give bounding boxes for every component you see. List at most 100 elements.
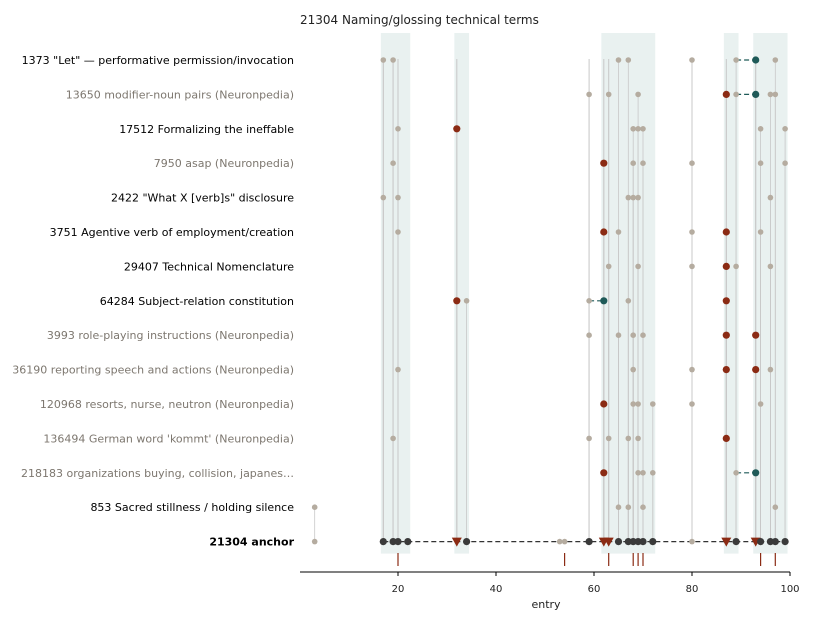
point-3751-94: [757, 229, 764, 235]
row-label-3751: 3751 Agentive verb of employment/creatio…: [50, 226, 294, 239]
row-label-2422: 2422 "What X [verb]s" disclosure: [111, 192, 294, 205]
point-120968-69: [635, 401, 641, 407]
point-13650-87: [722, 90, 730, 98]
point-17512-68: [630, 126, 636, 132]
row-label-218183: 218183 organizations buying, collision, …: [21, 467, 294, 480]
point-64284-59: [586, 298, 592, 304]
data-points: [311, 56, 789, 547]
point-1373-93: [752, 56, 760, 64]
highlight-band-3: [723, 33, 739, 554]
point-21304-22: [404, 538, 412, 546]
point-13650-97: [772, 91, 779, 98]
point-7950-68: [630, 160, 636, 166]
point-3751-80: [689, 229, 695, 235]
point-21304-65: [614, 538, 623, 546]
point-853-3: [311, 504, 318, 511]
row-label-1373: 1373 "Let" — performative permission/inv…: [22, 54, 294, 67]
point-7950-70: [640, 160, 646, 166]
point-120968-68: [630, 401, 636, 407]
point-17512-94: [757, 126, 764, 132]
point-7950-19: [390, 160, 396, 166]
highlight-band-1: [454, 33, 470, 554]
point-3751-62: [600, 228, 608, 236]
point-3993-70: [640, 332, 646, 339]
point-21304-3: [311, 538, 318, 545]
point-21304-87: [721, 537, 732, 547]
point-21304-70: [639, 538, 647, 546]
point-64284-34: [463, 298, 470, 304]
point-3993-87: [722, 331, 730, 339]
row-label-7950: 7950 asap (Neuronpedia): [154, 157, 294, 170]
x-axis-label: entry: [531, 598, 561, 611]
point-3751-87: [722, 228, 730, 236]
point-29407-89: [733, 263, 739, 270]
point-3751-65: [615, 229, 622, 235]
point-21304-20: [394, 538, 402, 546]
point-120968-80: [689, 401, 695, 407]
x-axis: 20 40 60 80 100: [300, 571, 800, 595]
point-21304-94: [757, 538, 765, 546]
point-7950-62: [600, 159, 608, 167]
point-1373-17: [380, 57, 387, 63]
point-17512-32: [453, 125, 461, 133]
point-3993-59: [586, 332, 592, 339]
point-853-97: [772, 504, 779, 511]
point-36190-20: [395, 366, 401, 373]
point-13650-89: [733, 91, 739, 98]
point-1373-19: [390, 57, 396, 63]
point-64284-32: [453, 297, 461, 305]
point-2422-20: [395, 194, 401, 201]
point-29407-96: [767, 263, 774, 270]
point-1373-80: [689, 57, 695, 63]
point-1373-89: [733, 57, 739, 63]
point-29407-80: [689, 263, 695, 270]
point-21304-54: [561, 538, 568, 545]
point-853-65: [615, 504, 622, 511]
point-3993-93: [752, 331, 760, 339]
point-17512-20: [395, 126, 401, 132]
x-tick-label-60: 60: [588, 584, 601, 595]
point-218183-62: [600, 469, 608, 477]
row-label-64284: 64284 Subject-relation constitution: [100, 295, 294, 308]
point-17512-99: [782, 126, 788, 132]
point-21304-97: [771, 538, 779, 546]
point-1373-97: [772, 57, 779, 63]
point-21304-72: [649, 538, 657, 546]
point-21304-59: [585, 538, 593, 546]
point-21304-32: [451, 537, 462, 547]
row-label-136494: 136494 German word 'kommt' (Neuronpedia): [43, 432, 294, 445]
point-1373-65: [615, 57, 622, 63]
point-218183-93: [752, 469, 760, 477]
point-218183-69: [635, 470, 641, 476]
point-120968-62: [600, 400, 608, 408]
x-tick-label-20: 20: [392, 584, 405, 595]
point-64284-87: [722, 297, 730, 305]
point-64284-62: [600, 297, 608, 305]
point-853-70: [640, 504, 646, 511]
row-label-29407: 29407 Technical Nomenclature: [124, 260, 294, 273]
point-136494-87: [722, 434, 730, 442]
point-1373-67: [625, 57, 632, 63]
point-136494-63: [605, 435, 612, 442]
point-21304-99: [781, 538, 789, 546]
point-21304-53: [556, 538, 563, 545]
point-36190-93: [752, 366, 760, 374]
point-21304-34: [463, 538, 471, 546]
point-21304-80: [689, 538, 695, 545]
row-label-36190: 36190 reporting speech and actions (Neur…: [12, 364, 294, 377]
x-tick-label-40: 40: [490, 584, 503, 595]
point-13650-96: [767, 91, 774, 98]
x-tick-label-100: 100: [780, 584, 799, 595]
point-3993-68: [630, 332, 636, 339]
point-13650-69: [635, 91, 641, 98]
point-21304-89: [732, 538, 740, 546]
point-136494-69: [635, 435, 641, 442]
point-36190-87: [722, 366, 730, 374]
point-17512-70: [640, 126, 646, 132]
point-13650-93: [752, 90, 760, 98]
row-label-120968: 120968 resorts, nurse, neutron (Neuronpe…: [40, 398, 294, 411]
point-13650-63: [605, 91, 612, 98]
row-labels: 1373 "Let" — performative permission/inv…: [12, 54, 294, 549]
